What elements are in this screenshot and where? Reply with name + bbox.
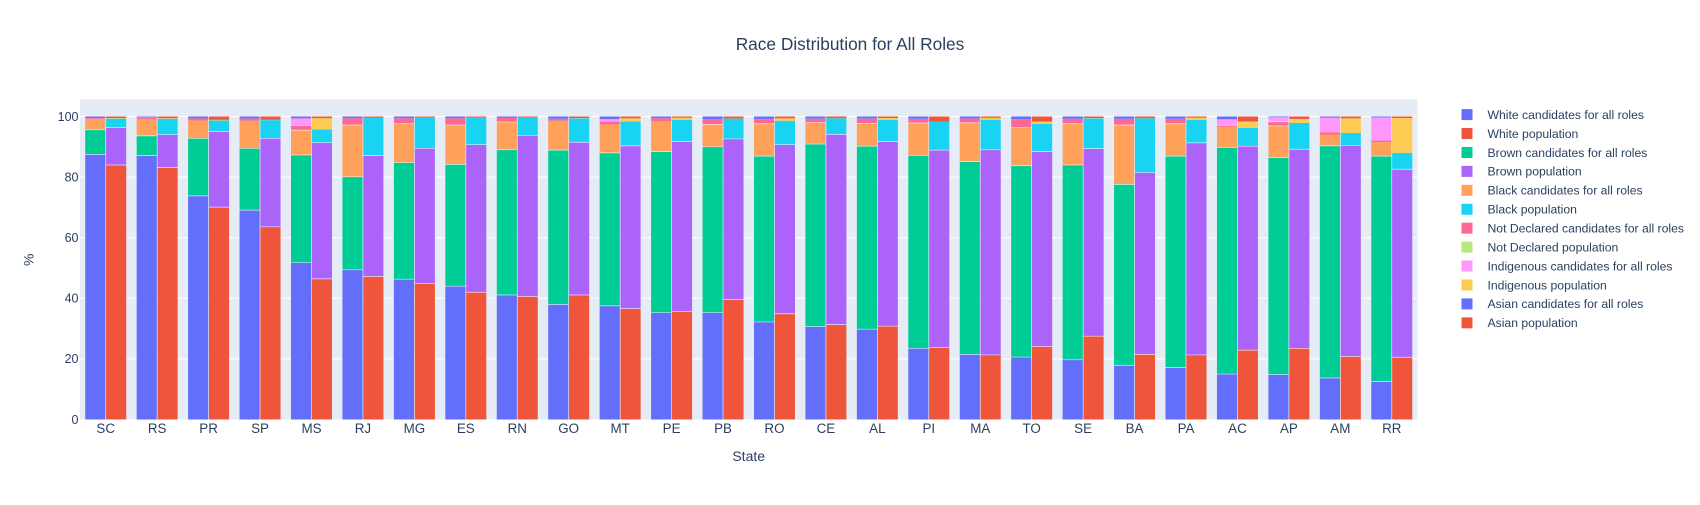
svg-text:100: 100 [58,110,79,124]
svg-text:PE: PE [663,421,681,436]
svg-text:AM: AM [1330,421,1350,436]
svg-text:ES: ES [457,421,475,436]
svg-text:RO: RO [764,421,784,436]
svg-text:White population: White population [1488,127,1579,141]
svg-text:TO: TO [1023,421,1041,436]
svg-text:Indigenous population: Indigenous population [1488,278,1607,292]
svg-text:AP: AP [1280,421,1298,436]
svg-text:Black candidates for all roles: Black candidates for all roles [1488,184,1643,198]
svg-text:Race Distribution for All Role: Race Distribution for All Roles [736,34,965,54]
svg-text:MA: MA [970,421,990,436]
svg-text:Not Declared population: Not Declared population [1488,240,1619,254]
svg-text:MT: MT [610,421,629,436]
svg-text:RS: RS [148,421,167,436]
svg-text:PA: PA [1178,421,1195,436]
svg-text:60: 60 [65,231,79,245]
svg-text:80: 80 [65,170,79,184]
svg-text:GO: GO [558,421,579,436]
svg-text:MG: MG [404,421,426,436]
svg-text:AL: AL [869,421,885,436]
svg-text:PB: PB [714,421,732,436]
svg-text:Indigenous candidates for all: Indigenous candidates for all roles [1488,259,1673,273]
svg-text:CE: CE [817,421,836,436]
svg-text:MS: MS [301,421,321,436]
svg-text:Not Declared candidates for al: Not Declared candidates for all roles [1488,221,1684,235]
svg-text:State: State [732,448,765,464]
svg-text:SE: SE [1074,421,1092,436]
svg-text:Asian population: Asian population [1488,316,1578,330]
svg-text:%: % [21,254,37,266]
svg-text:RJ: RJ [355,421,371,436]
svg-text:Brown candidates for all roles: Brown candidates for all roles [1488,146,1648,160]
svg-text:PI: PI [922,421,935,436]
svg-text:PR: PR [199,421,218,436]
svg-text:SC: SC [96,421,115,436]
svg-text:BA: BA [1126,421,1144,436]
svg-text:RN: RN [508,421,527,436]
svg-text:20: 20 [65,352,79,366]
svg-text:Black population: Black population [1488,203,1577,217]
svg-text:Asian candidates for all roles: Asian candidates for all roles [1488,297,1644,311]
svg-text:RR: RR [1382,421,1402,436]
svg-text:AC: AC [1228,421,1247,436]
svg-text:White candidates for all roles: White candidates for all roles [1488,108,1644,122]
svg-text:0: 0 [72,413,79,427]
svg-text:40: 40 [65,292,79,306]
svg-text:SP: SP [251,421,269,436]
svg-text:Brown population: Brown population [1488,165,1582,179]
